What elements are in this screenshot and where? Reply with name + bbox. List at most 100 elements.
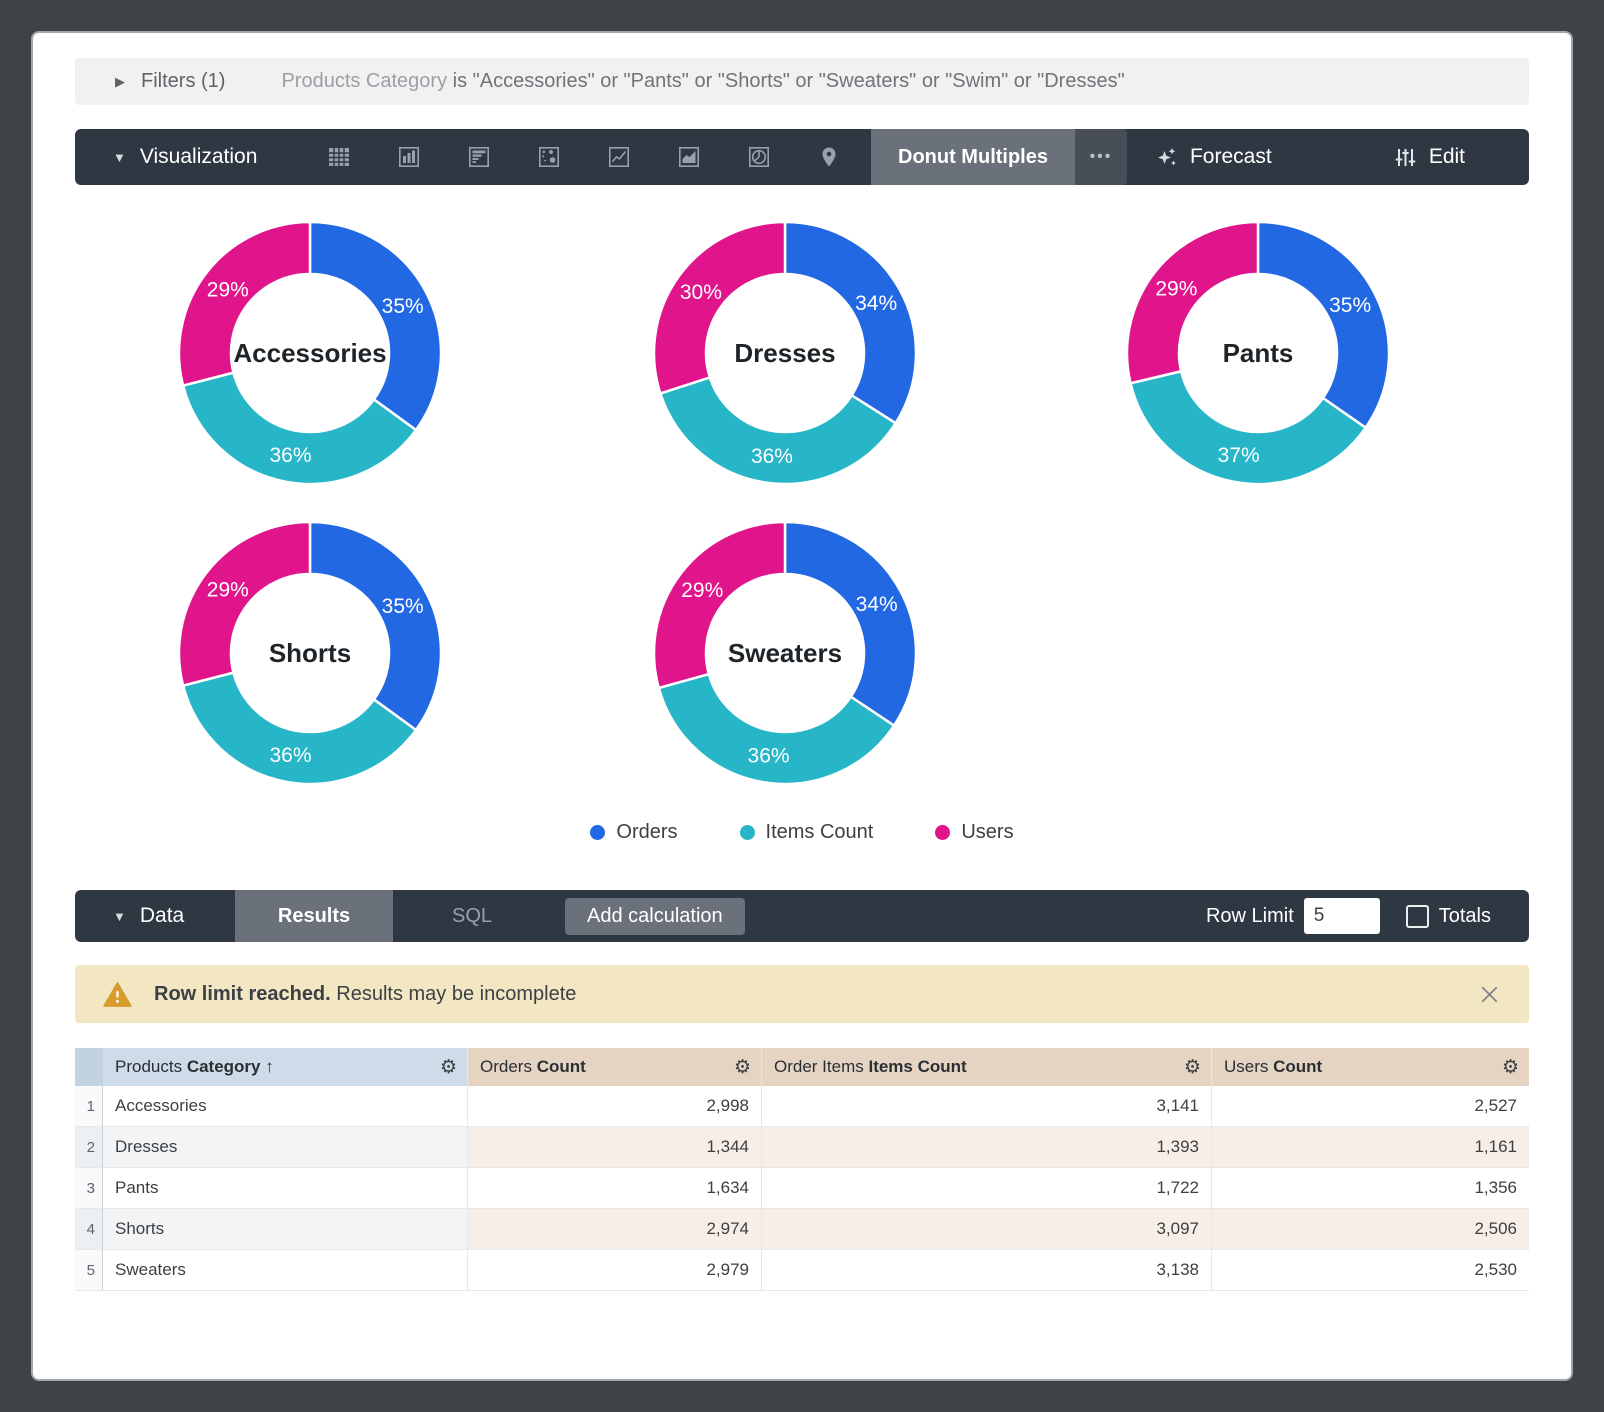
active-viz-tile[interactable]: Donut Multiples: [871, 129, 1075, 185]
donut-chart-accessories: 35% 36% 29% Accessories: [177, 220, 443, 486]
legend-item-items-count[interactable]: Items Count: [739, 821, 873, 844]
pie-chart-icon[interactable]: [739, 137, 779, 177]
edit-label: Edit: [1428, 145, 1465, 168]
donut-slice-orders[interactable]: [1256, 220, 1391, 430]
column-gear-icon[interactable]: ⚙: [1183, 1056, 1201, 1078]
donut-slice-items-count[interactable]: [658, 375, 898, 486]
donut-slice-items-count[interactable]: [1129, 369, 1368, 486]
donut-slice-orders[interactable]: [783, 520, 918, 728]
tab-results[interactable]: Results: [235, 890, 393, 942]
dismiss-warning-icon[interactable]: [1476, 981, 1503, 1008]
bar-chart-icon[interactable]: [459, 137, 499, 177]
column-chart-icon[interactable]: [389, 137, 429, 177]
cell-orders-count[interactable]: 2,998: [467, 1086, 761, 1127]
expand-filters-icon[interactable]: ▶: [115, 73, 125, 89]
totals-checkbox[interactable]: [1405, 904, 1429, 928]
edit-viz-button[interactable]: Edit: [1392, 145, 1465, 169]
column-gear-icon[interactable]: ⚙: [439, 1056, 457, 1078]
data-toolbar: ▼ Data Results SQL Add calculation Row L…: [75, 890, 1529, 942]
donut-chart-sweaters: 34% 36% 29% Sweaters: [652, 520, 918, 786]
scatter-chart-icon[interactable]: [529, 137, 569, 177]
legend-item-users[interactable]: Users: [935, 821, 1014, 844]
donut-center-label: Sweaters: [728, 638, 842, 668]
cell-orders-count[interactable]: 1,634: [467, 1168, 761, 1209]
cell-category[interactable]: Dresses: [103, 1127, 467, 1168]
donut-center-label: Accessories: [233, 338, 386, 368]
cell-users-count[interactable]: 2,527: [1211, 1086, 1529, 1127]
donut-slice-orders[interactable]: [308, 520, 443, 732]
cell-category[interactable]: Pants: [103, 1168, 467, 1209]
collapse-data-icon[interactable]: ▼: [113, 908, 126, 924]
collapse-visualization-icon[interactable]: ▼: [113, 149, 126, 165]
cell-items-count[interactable]: 3,097: [761, 1209, 1211, 1250]
cell-users-count[interactable]: 1,161: [1211, 1127, 1529, 1168]
donut-slice-orders[interactable]: [308, 220, 443, 432]
sort-ascending-icon: ↑: [260, 1057, 274, 1076]
donut-multiples-chart: 35% 36% 29% Accessories 34% 36% 30% Dresses 35% 3…: [75, 203, 1529, 803]
cell-orders-count[interactable]: 2,979: [467, 1250, 761, 1291]
cell-items-count[interactable]: 3,138: [761, 1250, 1211, 1291]
column-header-label: Products Category ↑: [115, 1057, 274, 1077]
data-section-toggle[interactable]: ▼ Data: [113, 904, 235, 928]
cell-category[interactable]: Sweaters: [103, 1250, 467, 1291]
donut-center-label: Shorts: [269, 638, 351, 668]
filter-description[interactable]: Products Category is "Accessories" or "P…: [281, 70, 1124, 93]
visualization-toolbar: ▼ Visualization: [75, 129, 1529, 185]
donut-slice-orders[interactable]: [783, 220, 918, 425]
column-header-order-items-items-count[interactable]: Order Items Items Count ⚙: [761, 1048, 1211, 1086]
donut-slice-items-count[interactable]: [181, 371, 418, 486]
filters-bar[interactable]: ▶ Filters (1) Products Category is "Acce…: [75, 58, 1529, 105]
cell-orders-count[interactable]: 1,344: [467, 1127, 761, 1168]
cell-orders-count[interactable]: 2,974: [467, 1209, 761, 1250]
more-viz-options-icon[interactable]: •••: [1074, 129, 1127, 185]
column-gear-icon[interactable]: ⚙: [733, 1056, 751, 1078]
column-gear-icon[interactable]: ⚙: [1501, 1056, 1519, 1078]
cell-items-count[interactable]: 1,722: [761, 1168, 1211, 1209]
donut-slice-items-count[interactable]: [181, 671, 418, 786]
donut-slice-users[interactable]: [177, 520, 312, 688]
donut-slice-items-count[interactable]: [657, 672, 896, 786]
column-header-products-category[interactable]: Products Category ↑ ⚙: [103, 1048, 467, 1086]
donut-slice-users[interactable]: [652, 220, 787, 396]
visualization-section-toggle[interactable]: ▼ Visualization: [113, 145, 319, 169]
line-chart-icon[interactable]: [599, 137, 639, 177]
row-limit-input[interactable]: [1303, 898, 1380, 934]
cell-users-count[interactable]: 2,530: [1211, 1250, 1529, 1291]
column-header-users-count[interactable]: Users Count ⚙: [1211, 1048, 1529, 1086]
chart-legend: Orders Items Count Users: [33, 821, 1571, 844]
column-header-label: Orders Count: [480, 1057, 586, 1077]
row-number: 5: [75, 1250, 103, 1291]
header-field: Count: [1273, 1057, 1323, 1076]
cell-users-count[interactable]: 2,506: [1211, 1209, 1529, 1250]
filter-condition: is "Accessories" or "Pants" or "Shorts" …: [447, 70, 1125, 92]
tab-sql[interactable]: SQL: [451, 904, 493, 927]
cell-users-count[interactable]: 1,356: [1211, 1168, 1529, 1209]
header-field: Items Count: [868, 1057, 967, 1076]
row-number: 3: [75, 1168, 103, 1209]
cell-category[interactable]: Shorts: [103, 1209, 467, 1250]
column-header-orders-count[interactable]: Orders Count ⚙: [467, 1048, 761, 1086]
row-number-header: [75, 1048, 103, 1086]
header-prefix: Order Items: [774, 1057, 869, 1076]
slice-percent-label: 29%: [207, 578, 249, 601]
slice-percent-label: 29%: [207, 278, 249, 301]
donut-slice-users[interactable]: [1125, 220, 1260, 385]
row-limit-label: Row Limit: [1205, 904, 1294, 927]
warning-message-bold: Row limit reached.: [154, 982, 331, 1005]
legend-item-orders[interactable]: Orders: [590, 821, 678, 844]
cell-items-count[interactable]: 3,141: [761, 1086, 1211, 1127]
donut-chart-dresses: 34% 36% 30% Dresses: [652, 220, 918, 486]
cell-category[interactable]: Accessories: [103, 1086, 467, 1127]
slice-percent-label: 30%: [680, 281, 722, 304]
table-chart-icon[interactable]: [319, 137, 359, 177]
filters-label[interactable]: Filters (1): [141, 70, 226, 92]
donut-slice-users[interactable]: [652, 520, 787, 690]
totals-label: Totals: [1438, 904, 1491, 927]
add-calculation-button[interactable]: Add calculation: [565, 897, 745, 935]
map-chart-icon[interactable]: [809, 137, 849, 177]
forecast-button[interactable]: Forecast: [1155, 145, 1272, 169]
area-chart-icon[interactable]: [669, 137, 709, 177]
donut-slice-users[interactable]: [177, 220, 312, 388]
donut-center-label: Dresses: [734, 338, 835, 368]
cell-items-count[interactable]: 1,393: [761, 1127, 1211, 1168]
